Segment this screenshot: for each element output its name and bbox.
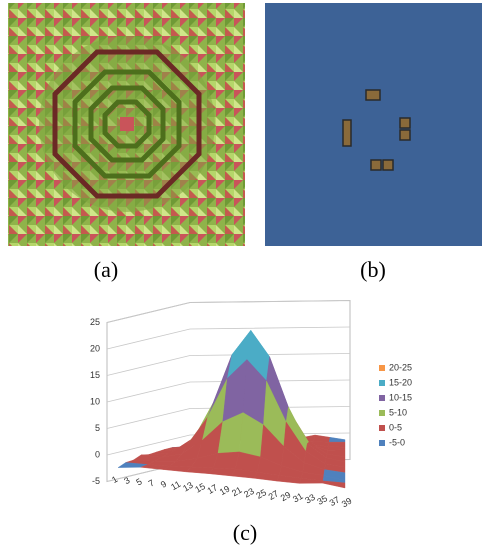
- y-tick-label: 25: [90, 317, 100, 327]
- surface-cell: [329, 437, 345, 442]
- caption: (b): [360, 257, 386, 282]
- y-tick-label: 5: [95, 423, 100, 433]
- x-tick-label: 5: [134, 476, 143, 487]
- legend-label: -5-0: [389, 437, 405, 447]
- surface-cell: [314, 435, 331, 442]
- legend-swatch: [379, 395, 385, 401]
- y-tick-label: 0: [95, 449, 100, 459]
- legend-label: 20-25: [389, 362, 412, 372]
- legend-label: 10-15: [389, 392, 412, 402]
- legend-swatch: [379, 380, 385, 386]
- y-tick-label: 20: [90, 343, 100, 353]
- legend-label: 15-20: [389, 377, 412, 387]
- x-tick-label: 39: [340, 496, 354, 510]
- x-tick-label: 9: [159, 479, 168, 490]
- legend-label: 5-10: [389, 407, 407, 417]
- surface-cell: [186, 467, 213, 474]
- caption: (a): [94, 257, 118, 282]
- caption: (c): [233, 520, 257, 545]
- legend-swatch: [379, 425, 385, 431]
- x-tick-label: 3: [122, 475, 131, 486]
- x-tick-label: 11: [169, 479, 182, 492]
- figure: (a) (b) (c) -505101520251357911131517192…: [0, 0, 489, 551]
- x-tick-label: 7: [147, 478, 156, 489]
- legend-swatch: [379, 365, 385, 371]
- grid-line: [107, 301, 350, 323]
- y-tick-label: 10: [90, 396, 100, 406]
- legend-label: 0-5: [389, 422, 402, 432]
- figure-canvas: (a) (b) (c) -505101520251357911131517192…: [0, 0, 489, 551]
- y-tick-label: -5: [92, 476, 100, 486]
- panel-a-image: [8, 3, 245, 246]
- grid-line: [107, 327, 350, 349]
- legend-swatch: [379, 410, 385, 416]
- y-tick-label: 15: [90, 370, 100, 380]
- x-tick-label: 1: [110, 474, 119, 485]
- panel-b-image: [265, 3, 482, 246]
- legend-swatch: [379, 440, 385, 446]
- surface-cell: [209, 468, 236, 476]
